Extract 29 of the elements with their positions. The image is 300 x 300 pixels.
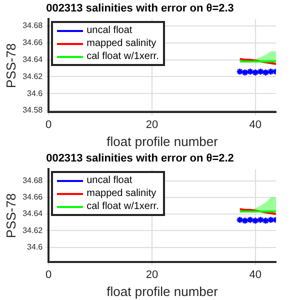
legend-label: uncal float: [86, 25, 132, 36]
y-tick-label: 34.66: [22, 192, 44, 202]
y-tick-label: 34.62: [22, 72, 44, 81]
x-tick-label: 0: [46, 268, 52, 281]
y-axis-title: PSS-78: [3, 193, 18, 238]
x-tick-label: 20: [146, 118, 158, 131]
x-tick-label: 0: [46, 118, 52, 131]
chart-title: 002313 salinities with error on θ=2.2: [46, 152, 234, 165]
x-axis-title: float profile number: [106, 134, 219, 149]
y-tick-label: 34.68: [22, 21, 44, 30]
x-tick-label: 40: [249, 268, 262, 281]
x-tick-label: 40: [249, 118, 262, 131]
chart-title: 002313 salinities with error on θ=2.3: [46, 2, 234, 15]
y-tick-label: 34.68: [22, 176, 44, 186]
y-tick-label: 34.6: [27, 242, 44, 252]
legend-label: cal float w/1xerr.: [86, 51, 159, 62]
y-tick-label: 34.6: [27, 88, 44, 98]
y-tick-label: 34.64: [22, 54, 44, 64]
x-tick-label: 20: [146, 268, 158, 281]
y-axis-title: PSS-78: [3, 43, 18, 88]
legend-label: cal float w/1xerr.: [86, 201, 159, 212]
y-tick-label: 34.66: [22, 38, 44, 48]
y-tick-label: 34.64: [22, 209, 44, 218]
legend-label: uncal float: [86, 175, 132, 186]
x-axis-title: float profile number: [106, 284, 219, 299]
legend-label: mapped salinity: [86, 38, 156, 50]
y-tick-label: 34.58: [22, 106, 44, 115]
y-tick-label: 34.62: [22, 226, 44, 235]
legend-label: mapped salinity: [86, 188, 156, 200]
